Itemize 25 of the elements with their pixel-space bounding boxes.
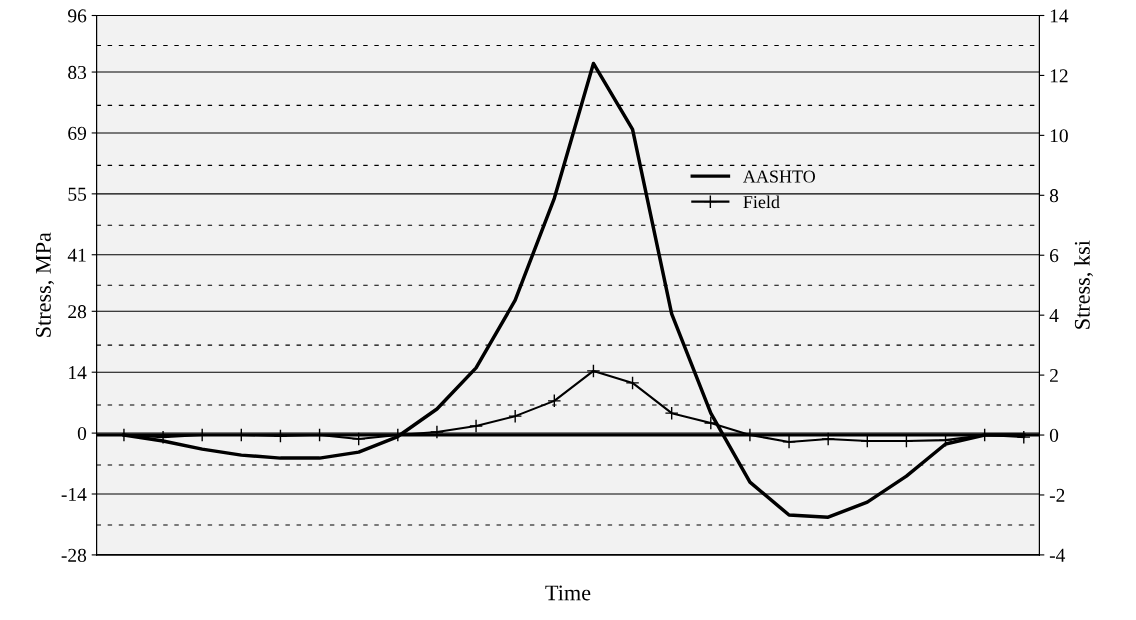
y2-tick-label: 2 bbox=[1050, 368, 1058, 382]
y-tick-label: 41 bbox=[67, 248, 86, 262]
y2-tick-label: 4 bbox=[1049, 309, 1059, 322]
legend-label: AASHTO bbox=[743, 170, 816, 183]
y2-tick-label: 8 bbox=[1049, 189, 1059, 203]
y2-axis-title: Stress, ksi bbox=[1074, 240, 1093, 329]
y-tick-label: 55 bbox=[68, 187, 87, 201]
y-tick-label: 28 bbox=[68, 305, 87, 319]
y2-tick-label: 6 bbox=[1050, 249, 1059, 263]
y-tick-label: 14 bbox=[69, 366, 87, 379]
y-tick-label: 96 bbox=[68, 9, 87, 23]
y-tick-label: 0 bbox=[77, 426, 87, 441]
y-tick-label: -14 bbox=[61, 487, 87, 501]
y-tick-label: -28 bbox=[61, 548, 87, 562]
y2-tick-label: -4 bbox=[1049, 548, 1066, 562]
legend-label: Field bbox=[743, 195, 780, 209]
y-tick-label: 83 bbox=[68, 65, 87, 79]
y2-tick-label: 14 bbox=[1050, 9, 1069, 23]
y2-tick-label: 0 bbox=[1049, 428, 1059, 442]
y2-tick-label: -2 bbox=[1049, 488, 1065, 502]
y2-tick-label: 12 bbox=[1050, 69, 1068, 83]
x-axis-title: Time bbox=[545, 585, 591, 601]
y-axis-title: Stress, MPa bbox=[35, 232, 55, 337]
y2-tick-label: 10 bbox=[1050, 129, 1068, 143]
y-tick-label: 69 bbox=[68, 126, 87, 140]
